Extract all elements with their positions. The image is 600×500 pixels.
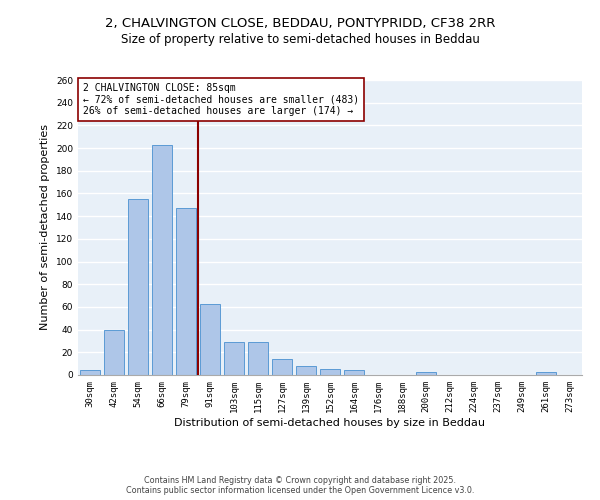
Text: 2 CHALVINGTON CLOSE: 85sqm
← 72% of semi-detached houses are smaller (483)
26% o: 2 CHALVINGTON CLOSE: 85sqm ← 72% of semi… — [83, 83, 359, 116]
Bar — [176, 208, 196, 375]
Bar — [344, 370, 364, 375]
Y-axis label: Number of semi-detached properties: Number of semi-detached properties — [40, 124, 50, 330]
Bar — [128, 199, 148, 375]
Bar — [248, 342, 268, 375]
Bar — [296, 366, 316, 375]
Text: Contains HM Land Registry data © Crown copyright and database right 2025.
Contai: Contains HM Land Registry data © Crown c… — [126, 476, 474, 495]
Bar — [272, 359, 292, 375]
Bar — [224, 342, 244, 375]
Bar — [80, 370, 100, 375]
X-axis label: Distribution of semi-detached houses by size in Beddau: Distribution of semi-detached houses by … — [175, 418, 485, 428]
Bar — [104, 330, 124, 375]
Bar — [320, 370, 340, 375]
Text: Size of property relative to semi-detached houses in Beddau: Size of property relative to semi-detach… — [121, 32, 479, 46]
Bar — [416, 372, 436, 375]
Bar — [152, 144, 172, 375]
Text: 2, CHALVINGTON CLOSE, BEDDAU, PONTYPRIDD, CF38 2RR: 2, CHALVINGTON CLOSE, BEDDAU, PONTYPRIDD… — [105, 18, 495, 30]
Bar — [200, 304, 220, 375]
Bar — [536, 372, 556, 375]
